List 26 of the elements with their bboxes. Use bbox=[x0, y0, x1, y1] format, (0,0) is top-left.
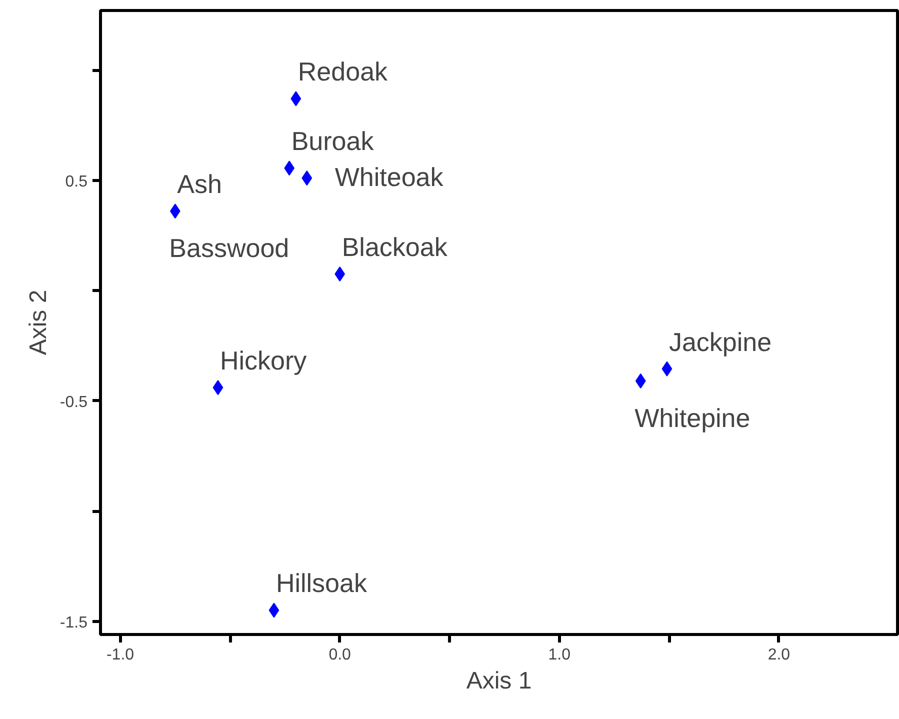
y-axis-title: Axis 2 bbox=[24, 290, 52, 356]
annotation: Blackoak bbox=[342, 232, 448, 262]
annotation: Buroak bbox=[291, 126, 375, 156]
x-tick-label: 0.0 bbox=[328, 646, 352, 664]
annotation: Whiteoak bbox=[334, 162, 444, 192]
point bbox=[302, 170, 312, 186]
annotation: Whitepine bbox=[634, 402, 750, 433]
annotation: Jackpine bbox=[668, 326, 772, 357]
x-tick-label: 2.0 bbox=[768, 646, 790, 664]
point bbox=[662, 361, 672, 376]
point bbox=[170, 204, 180, 219]
annotation: Basswood bbox=[169, 233, 290, 264]
x-axis-title: Axis 1 bbox=[466, 668, 532, 694]
x-tick-label: 1.0 bbox=[548, 646, 571, 664]
annotation: Hickory bbox=[220, 346, 307, 376]
point bbox=[290, 91, 302, 106]
annotation: Hillsoak bbox=[276, 568, 368, 598]
point bbox=[212, 380, 224, 396]
point bbox=[635, 373, 646, 388]
point bbox=[268, 602, 280, 618]
annotation: Redoak bbox=[298, 56, 389, 87]
annotation: Ash bbox=[177, 169, 222, 200]
y-tick-label: -1.5 bbox=[60, 614, 88, 632]
y-tick-label: -0.5 bbox=[60, 394, 88, 411]
y-tick-label: 0.5 bbox=[65, 173, 88, 190]
x-tick-label: -1.0 bbox=[106, 646, 134, 664]
